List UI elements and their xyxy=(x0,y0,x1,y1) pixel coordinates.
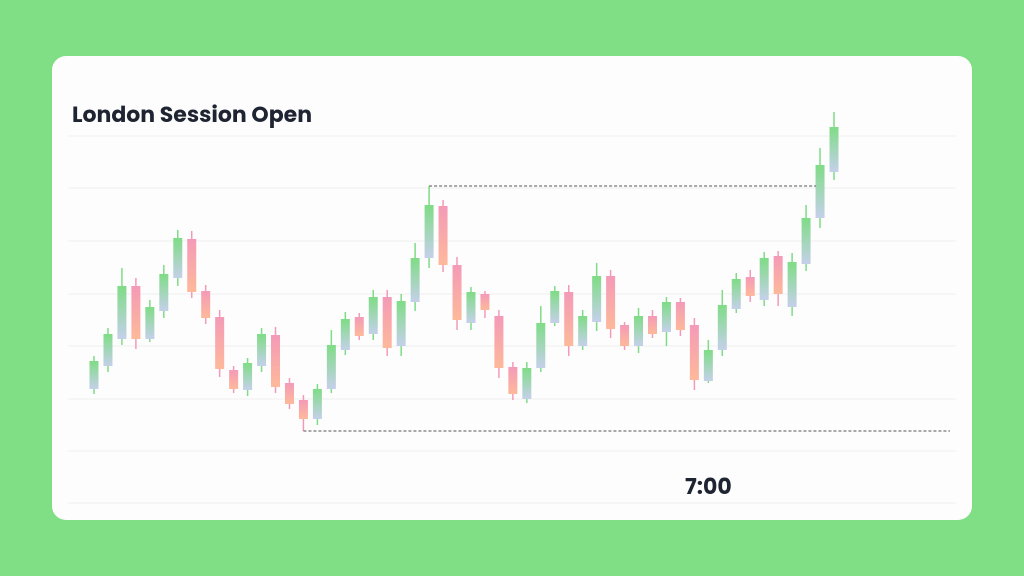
candle-down xyxy=(689,325,699,380)
candle-down xyxy=(647,316,657,334)
candle-down xyxy=(773,256,783,294)
candle-up xyxy=(578,316,588,346)
candle-up xyxy=(173,238,183,278)
candle-down xyxy=(131,286,141,339)
candle-up xyxy=(145,307,155,339)
candle-up xyxy=(326,345,336,389)
candle-up xyxy=(103,334,113,366)
card xyxy=(52,56,972,520)
candle-up xyxy=(243,363,253,390)
candle-down xyxy=(271,335,281,387)
candle-down xyxy=(298,400,308,419)
candle-up xyxy=(801,218,811,264)
candle-down xyxy=(438,206,448,265)
candle-up xyxy=(592,276,602,322)
candle-up xyxy=(717,305,727,350)
candle-up xyxy=(312,389,322,419)
candle-up xyxy=(89,361,99,389)
candle-up xyxy=(424,205,434,258)
candle-down xyxy=(201,291,211,318)
candle-up xyxy=(257,334,267,366)
candle-up xyxy=(117,286,127,339)
candle-up xyxy=(703,350,713,381)
candle-up xyxy=(815,165,825,218)
candle-down xyxy=(480,294,490,310)
candle-up xyxy=(550,291,560,323)
candle-up xyxy=(522,368,532,399)
candle-down xyxy=(606,276,616,329)
candle-up xyxy=(410,258,420,302)
candle-down xyxy=(229,370,239,389)
candle-up xyxy=(340,319,350,350)
candle-down xyxy=(354,317,364,336)
candle-up xyxy=(466,292,476,323)
candle-up xyxy=(536,323,546,368)
candle-up xyxy=(829,127,839,172)
time-annotation: 7:00 xyxy=(685,471,732,502)
candle-up xyxy=(159,274,169,311)
candle-down xyxy=(452,265,462,320)
candle-up xyxy=(787,262,797,307)
candle-up xyxy=(661,302,671,332)
candle-up xyxy=(634,316,644,346)
candle-up xyxy=(731,279,741,309)
candle-down xyxy=(284,383,294,404)
candle-down xyxy=(564,292,574,346)
candle-down xyxy=(187,239,197,292)
candle-down xyxy=(675,302,685,330)
candle-down xyxy=(494,316,504,368)
candle-down xyxy=(508,367,518,394)
candle-down xyxy=(215,317,225,369)
chart-title: London Session Open xyxy=(72,99,312,130)
candle-up xyxy=(368,297,378,334)
candle-down xyxy=(620,325,630,346)
candle-up xyxy=(396,301,406,346)
candle-down xyxy=(382,297,392,348)
candle-up xyxy=(759,258,769,300)
candle-down xyxy=(745,277,755,296)
